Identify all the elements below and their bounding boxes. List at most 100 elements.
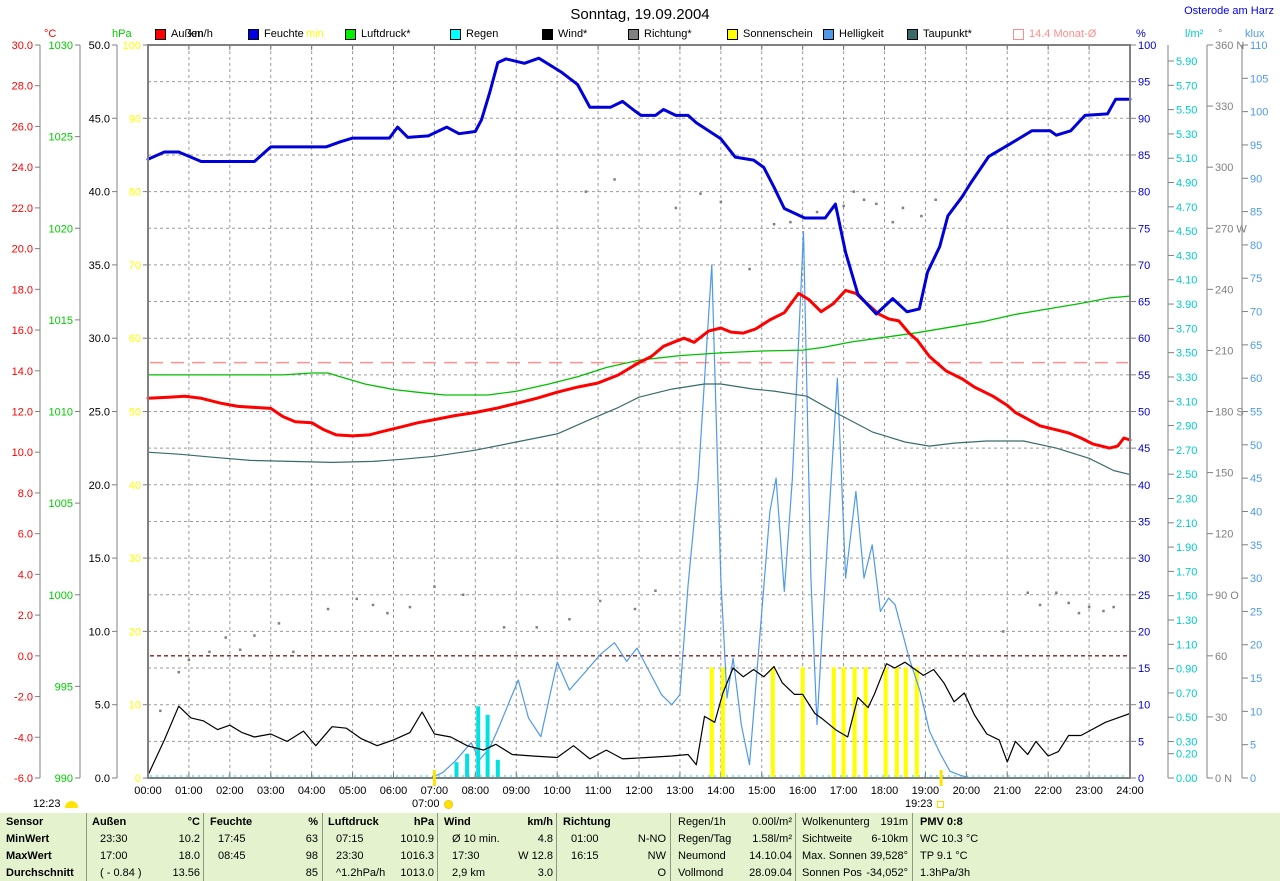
x-axis-label: 01:00 bbox=[175, 785, 203, 797]
axis-tick-label: 50 bbox=[1250, 440, 1262, 452]
legend-swatch-icon bbox=[823, 28, 834, 40]
axis-tick-label: 5.0 bbox=[95, 700, 110, 712]
axis-tick-label: 45 bbox=[1138, 443, 1150, 455]
axis-tick-label: 105 bbox=[1250, 73, 1268, 85]
axis-tick-label: 70 bbox=[1250, 307, 1262, 319]
page-title: Sonntag, 19.09.2004 bbox=[570, 6, 710, 23]
axis-tick-label: 100 bbox=[1138, 40, 1156, 52]
axis-tick-label: 1.10 bbox=[1176, 639, 1197, 651]
axis-tick-label: 1030 bbox=[49, 40, 73, 52]
series-aussen bbox=[146, 288, 1132, 450]
axis-tick-label: 55 bbox=[1250, 407, 1262, 419]
axis-tick-label: 990 bbox=[55, 773, 73, 785]
axis-tick-label: 90 bbox=[1138, 113, 1150, 125]
axis-tick-label: 100 bbox=[123, 40, 141, 52]
info-label: WC 10.3 °C bbox=[920, 833, 979, 845]
axis-tick-label: 90 bbox=[1250, 173, 1262, 185]
x-axis-label: 16:00 bbox=[789, 785, 817, 797]
axis-tick-label: 80 bbox=[1250, 240, 1262, 252]
series-taupunkt bbox=[147, 383, 1131, 476]
axis-tick-label: 14.0 bbox=[12, 366, 33, 378]
axis-tick-label: 300 bbox=[1215, 162, 1233, 174]
x-axis-label: 00:00 bbox=[134, 785, 162, 797]
legend-item-10: 14.4 Monat-Ø bbox=[1013, 27, 1096, 41]
legend-label: Helligkeit bbox=[839, 28, 884, 40]
axis-tick-label: 60 bbox=[129, 333, 141, 345]
axis-tick-label: 45 bbox=[1250, 473, 1262, 485]
x-axis-label: 05:00 bbox=[339, 785, 367, 797]
x-axis-label: 09:00 bbox=[502, 785, 530, 797]
axis-%: 1009590858075706560555045403530252015105… bbox=[1130, 40, 1156, 785]
x-axis-label: 20:00 bbox=[953, 785, 981, 797]
x-axis-label: 22:00 bbox=[1034, 785, 1062, 797]
info-value: 1.58l/m² bbox=[752, 833, 792, 845]
noon-marker: 12:23 bbox=[33, 798, 78, 810]
weather-chart: 30.0 28.0 26.0 24.0 22.0 20.0 18.0 16.0 14.0 12.0… bbox=[12, 40, 1269, 797]
legend-label: Sonnenschein bbox=[743, 28, 813, 40]
axis-tick-label: 4.10 bbox=[1176, 275, 1197, 287]
axis-tick-label: 1.70 bbox=[1176, 566, 1197, 578]
axis-tick-label: 2.50 bbox=[1176, 469, 1197, 481]
axis-unit-headers: °C hPa km/h min% l/m² ° klux bbox=[0, 27, 1280, 42]
sunrise-time-label: 07:00 bbox=[412, 798, 440, 810]
axis-tick-label: 2.0 bbox=[18, 610, 33, 622]
axis-unit-label: % bbox=[1136, 28, 1146, 40]
axis-tick-label: 90 O bbox=[1215, 590, 1239, 602]
info-label: Max. Sonnen bbox=[802, 850, 867, 862]
x-axis-label: 11:00 bbox=[585, 785, 612, 797]
series-regen bbox=[454, 706, 500, 777]
legend-label: Feuchte bbox=[264, 28, 304, 40]
axis-tick-label: 1.30 bbox=[1176, 615, 1197, 627]
info-label: TP 9.1 °C bbox=[920, 850, 968, 862]
axis-tick-label: 5.30 bbox=[1176, 129, 1197, 141]
x-axis-label: 18:00 bbox=[871, 785, 899, 797]
axis-tick-label: 0.0 bbox=[95, 773, 110, 785]
info-value: 191m bbox=[880, 816, 908, 828]
axis-tick-label: 8.0 bbox=[18, 488, 33, 500]
col-unit: km/h bbox=[527, 816, 553, 828]
stat-value: 18.0 bbox=[178, 850, 200, 862]
axis-tick-label: 2.70 bbox=[1176, 445, 1197, 457]
stat-time: 17:45 bbox=[218, 833, 246, 845]
legend-label: Richtung* bbox=[644, 28, 692, 40]
axis-tick-label: 1.90 bbox=[1176, 542, 1197, 554]
legend-swatch-icon bbox=[1013, 28, 1024, 40]
legend-item-1: Außen bbox=[155, 27, 203, 41]
axis-tick-label: 4.70 bbox=[1176, 202, 1197, 214]
axis-tick-label: 5.50 bbox=[1176, 105, 1197, 117]
axis-tick-label: 5.70 bbox=[1176, 80, 1197, 92]
row-header-durchschnitt: Durchschnitt bbox=[6, 867, 74, 879]
axis-tick-label: 0.90 bbox=[1176, 664, 1197, 676]
axis-tick-label: 95 bbox=[1138, 77, 1150, 89]
axis-tick-label: 240 bbox=[1215, 284, 1233, 296]
axis-tick-label: 15 bbox=[1250, 673, 1262, 685]
axis-tick-label: 70 bbox=[129, 260, 141, 272]
axis-tick-label: 20.0 bbox=[12, 244, 33, 256]
axis-tick-label: 3.70 bbox=[1176, 323, 1197, 335]
stat-value: O bbox=[657, 867, 666, 879]
axis-tick-label: 1005 bbox=[49, 498, 73, 510]
axis-tick-label: 100 bbox=[1250, 107, 1268, 119]
table-separator bbox=[912, 813, 913, 881]
axis-unit-label: °C bbox=[44, 28, 57, 40]
legend-swatch-icon bbox=[345, 28, 356, 40]
legend-item-5: Wind* bbox=[542, 27, 587, 41]
axis-tick-label: 40.0 bbox=[89, 187, 110, 199]
col-unit: % bbox=[308, 816, 318, 828]
axis-tick-label: 1020 bbox=[49, 223, 73, 235]
half-sun-icon bbox=[64, 800, 78, 808]
axis-unit-label: km/h bbox=[189, 28, 213, 40]
info-value: 28.09.04 bbox=[749, 867, 792, 879]
stat-time: 01:00 bbox=[571, 833, 599, 845]
axis-tick-label: 0 N bbox=[1215, 773, 1232, 785]
axis-tick-label: -6.0 bbox=[14, 773, 33, 785]
table-separator bbox=[556, 813, 557, 881]
axis-tick-label: 25.0 bbox=[89, 407, 110, 419]
axis-tick-label: 180 S bbox=[1215, 407, 1244, 419]
x-axis-label: 02:00 bbox=[216, 785, 244, 797]
axis-tick-label: 30.0 bbox=[12, 40, 33, 52]
axis-tick-label: 75 bbox=[1138, 223, 1150, 235]
sunrise-marker: 07:00 bbox=[412, 798, 453, 810]
info-value: 6-10km bbox=[871, 833, 908, 845]
axis-tick-label: 60 bbox=[1138, 333, 1150, 345]
